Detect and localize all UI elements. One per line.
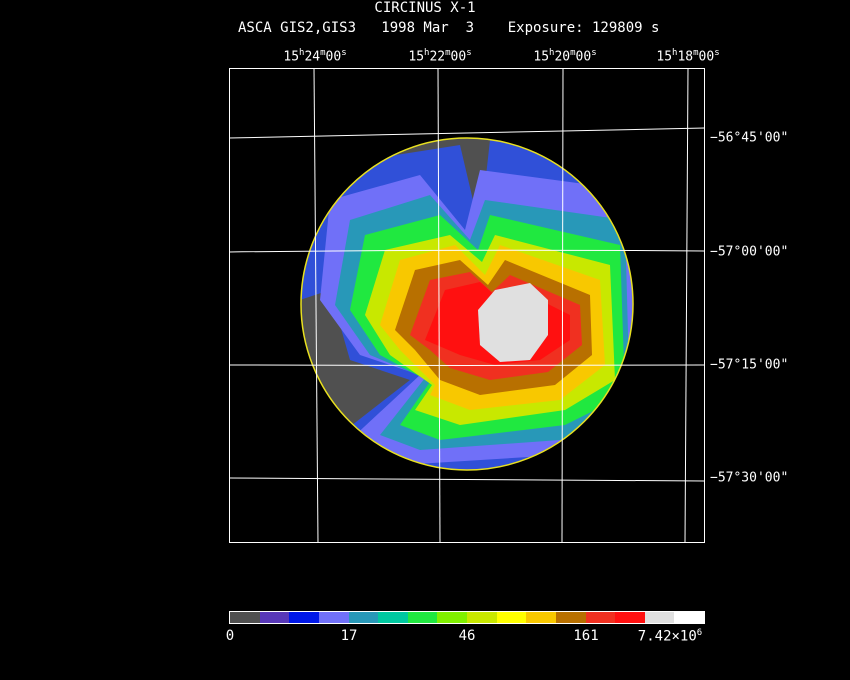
coordinate-grid (228, 67, 706, 544)
colorbar-swatch (437, 612, 467, 623)
colorbar-swatch (615, 612, 645, 623)
colorbar-swatch (378, 612, 408, 623)
ra-tick-label: 15h18m00s (656, 48, 720, 65)
intensity-map (301, 138, 633, 470)
colorbar-swatch (674, 612, 704, 623)
colorbar-swatch (289, 612, 319, 623)
colorbar-swatch (526, 612, 556, 623)
plot-frame (229, 68, 705, 543)
colorbar-swatch (230, 612, 260, 623)
colorbar-label: 17 (340, 628, 358, 644)
dec-tick-label: −57°00'00" (710, 244, 789, 260)
colorbar-swatch (555, 612, 586, 623)
dec-tick-label: −57°15'00" (710, 357, 789, 373)
ra-tick-label: 15h24m00s (283, 48, 347, 65)
colorbar-label: 161 (573, 628, 599, 644)
colorbar-swatch (496, 612, 527, 623)
colorbar-swatch (348, 612, 379, 623)
colorbar-swatch (467, 612, 497, 623)
colorbar-label: 46 (458, 628, 476, 644)
ra-tick-label: 15h22m00s (408, 48, 472, 65)
colorbar-swatch (259, 612, 290, 623)
colorbar-swatch (318, 612, 349, 623)
dec-tick-label: −57°30'00" (710, 470, 789, 486)
colorbar-swatch (644, 612, 675, 623)
ra-tick-label: 15h20m00s (533, 48, 597, 65)
colorbar-label: 0 (225, 628, 235, 644)
dec-tick-label: −56°45'00" (710, 130, 789, 146)
colorbar-swatch (407, 612, 438, 623)
colorbar-swatch (585, 612, 616, 623)
colorbar-label-max: 7.42×106 (637, 628, 703, 645)
colorbar (229, 611, 705, 624)
chart-title: CIRCINUS X-1 (374, 0, 476, 16)
chart-subtitle: ASCA GIS2,GIS3 1998 Mar 3 Exposure: 1298… (238, 20, 660, 36)
